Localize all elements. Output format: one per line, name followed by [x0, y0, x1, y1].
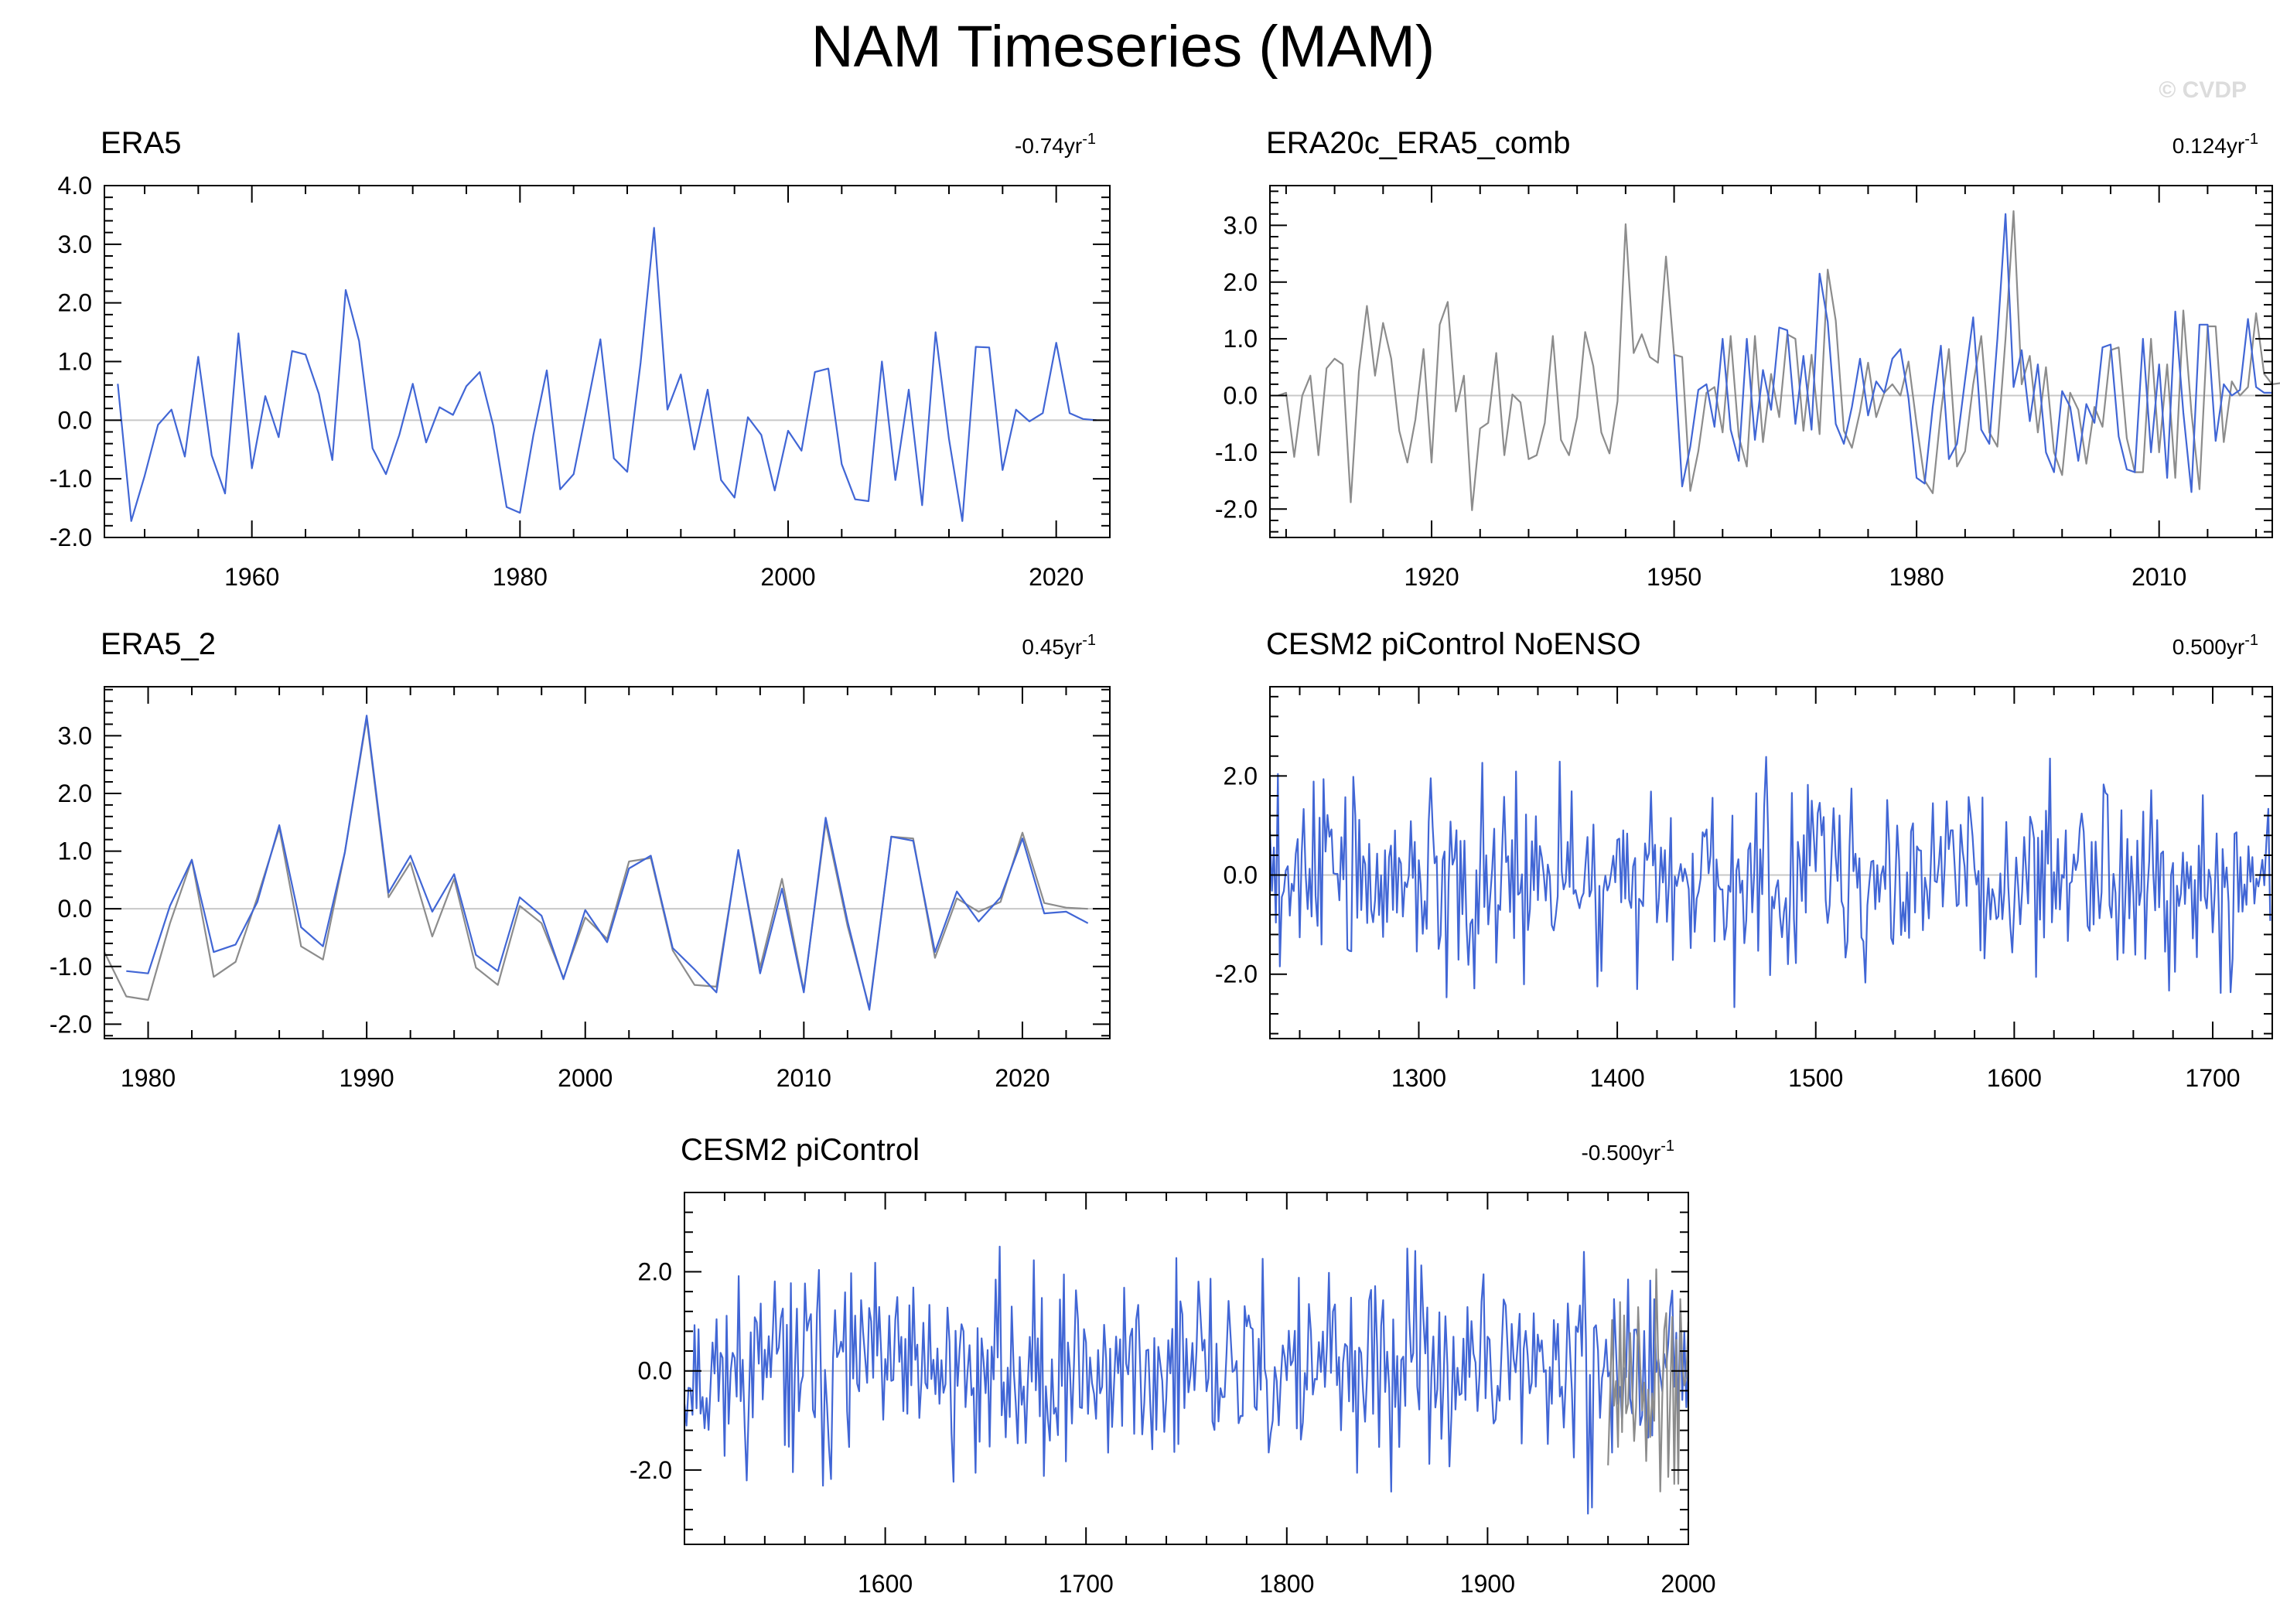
x-tick-label: 1500	[1788, 1064, 1843, 1092]
y-tick-label: 3.0	[58, 722, 92, 749]
panel-title: CESM2 piControl NoENSO	[1266, 627, 1641, 661]
y-tick-label: 2.0	[58, 289, 92, 317]
plot-frame	[104, 185, 1111, 538]
series-line-1	[1278, 210, 2280, 511]
x-tick-label: 1980	[121, 1064, 176, 1092]
y-tick-label: 1.0	[58, 348, 92, 376]
series-line-2	[126, 715, 1089, 1011]
x-tick-label: 1960	[224, 563, 279, 591]
y-tick-label: -2.0	[1215, 960, 1258, 988]
x-tick-label: 1400	[1590, 1064, 1645, 1092]
y-tick-label: 0.0	[58, 895, 92, 923]
y-tick-label: 3.0	[1224, 211, 1258, 239]
panel-title: CESM2 piControl	[681, 1133, 920, 1167]
y-tick-label: 3.0	[58, 230, 92, 258]
x-tick-label: 2000	[558, 1064, 613, 1092]
trend-label: -0.74yr-1	[1015, 131, 1096, 158]
x-tick-label: 1700	[2185, 1064, 2240, 1092]
trend-label: -0.500yr-1	[1581, 1138, 1674, 1165]
x-tick-label: 1800	[1259, 1570, 1314, 1598]
x-tick-label: 2020	[995, 1064, 1050, 1092]
x-tick-label: 2010	[776, 1064, 831, 1092]
series-line-2	[1673, 213, 2272, 493]
x-tick-label: 1980	[493, 563, 548, 591]
y-tick-label: 2.0	[1224, 762, 1258, 790]
panel-era20c-era5-comb: ERA20c_ERA5_comb 0.124yr-1 1920 1950 1980 201…	[1215, 126, 2280, 591]
series-line-2	[1607, 1268, 1690, 1493]
y-tick-label: 0.0	[1224, 382, 1258, 410]
series-line-1	[117, 227, 1097, 522]
x-tick-label: 2000	[1661, 1570, 1715, 1598]
panel-era5: ERA5 -0.74yr-1 1960 1980 2000 2020 -2.0 -1.0 0.0…	[49, 126, 1111, 591]
x-tick-label: 1600	[858, 1570, 913, 1598]
trend-label: 0.124yr-1	[2172, 131, 2258, 158]
panel-title: ERA5	[101, 126, 182, 160]
panel-title: ERA20c_ERA5_comb	[1266, 126, 1571, 160]
x-tick-label: 2020	[1029, 563, 1084, 591]
panel-era5-2: ERA5_2 0.45yr-1 1980 1990 2000 2010 2020 -2.0 -1…	[49, 627, 1111, 1092]
series-line-1	[104, 717, 1088, 1009]
x-tick-label: 1300	[1391, 1064, 1446, 1092]
y-tick-label: 0.0	[58, 406, 92, 434]
y-tick-label: -2.0	[1215, 495, 1258, 523]
y-tick-label: -1.0	[49, 465, 92, 493]
y-tick-label: -1.0	[49, 953, 92, 981]
y-tick-label: 2.0	[58, 780, 92, 807]
panel-cesm2-picontrol-noenso: CESM2 piControl NoENSO 0.500yr-1 1300 1400 1…	[1215, 627, 2273, 1092]
series-line-1	[683, 1245, 1690, 1515]
plot-frame	[684, 1192, 1689, 1545]
y-tick-label: -2.0	[630, 1456, 672, 1484]
figure-title: NAM Timeseries (MAM)	[811, 14, 1435, 80]
plot-frame	[1269, 185, 2273, 538]
panel-title: ERA5_2	[101, 627, 216, 661]
trend-label: 0.45yr-1	[1022, 632, 1096, 659]
x-tick-label: 2010	[2132, 563, 2186, 591]
x-tick-label: 2000	[760, 563, 815, 591]
x-tick-label: 1980	[1889, 563, 1944, 591]
series-line-1	[1268, 756, 2271, 1008]
plot-frame	[1269, 686, 2273, 1039]
cvdp-watermark: © CVDP	[2159, 77, 2247, 103]
x-tick-label: 1990	[340, 1064, 394, 1092]
y-tick-label: 1.0	[58, 838, 92, 865]
y-tick-label: -2.0	[49, 524, 92, 551]
x-tick-label: 1950	[1647, 563, 1701, 591]
y-tick-label: 0.0	[638, 1357, 672, 1385]
trend-label: 0.500yr-1	[2172, 632, 2258, 659]
y-tick-label: 0.0	[1224, 861, 1258, 889]
y-tick-label: 4.0	[58, 172, 92, 200]
y-tick-label: 1.0	[1224, 325, 1258, 353]
x-tick-label: 1900	[1460, 1570, 1515, 1598]
x-tick-label: 1600	[1987, 1064, 2042, 1092]
x-tick-label: 1920	[1404, 563, 1459, 591]
y-tick-label: 2.0	[638, 1258, 672, 1286]
y-tick-label: -2.0	[49, 1010, 92, 1038]
panel-cesm2-picontrol: CESM2 piControl -0.500yr-1 1600 1700 1800 190…	[630, 1133, 1716, 1598]
y-tick-label: -1.0	[1215, 438, 1258, 466]
plot-frame	[104, 686, 1111, 1039]
y-tick-label: 2.0	[1224, 268, 1258, 296]
x-tick-label: 1700	[1059, 1570, 1114, 1598]
